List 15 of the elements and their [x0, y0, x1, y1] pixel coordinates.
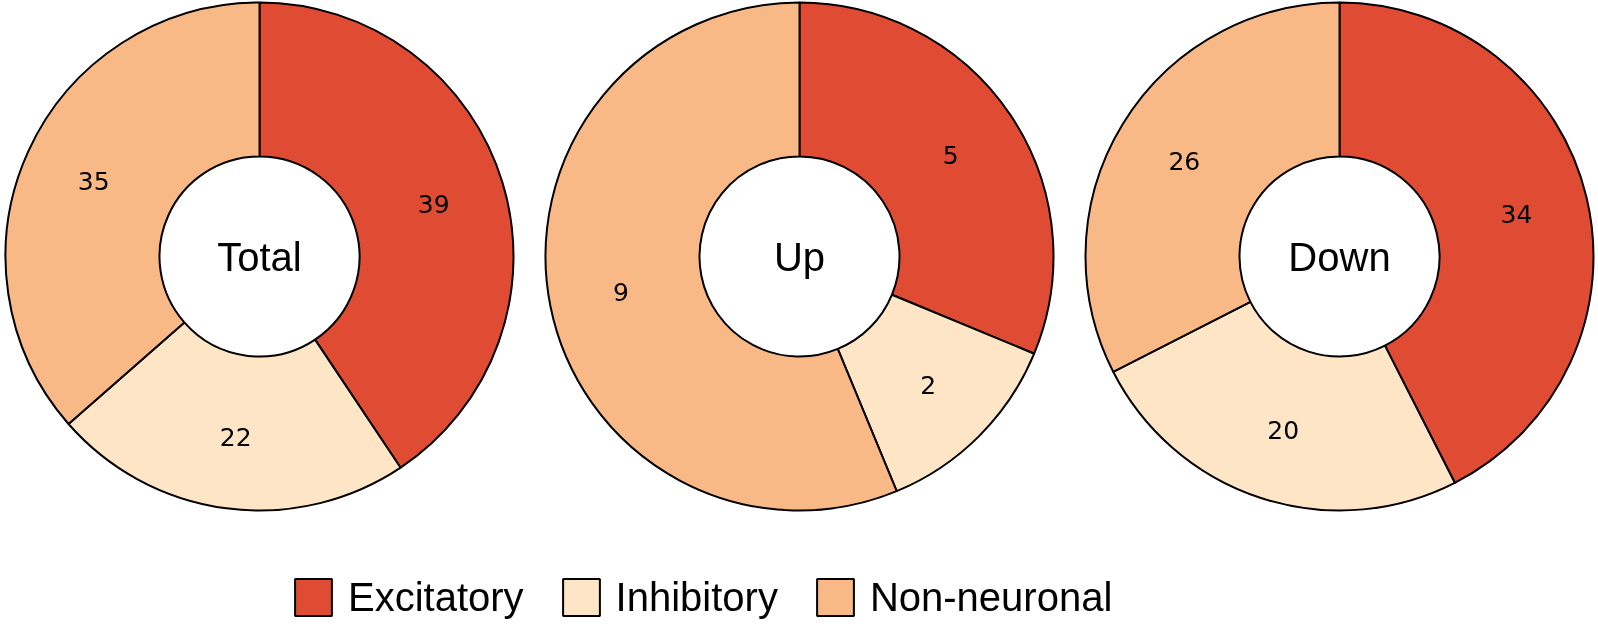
legend-label: Inhibitory — [615, 574, 778, 620]
data-label: 20 — [1267, 415, 1300, 445]
data-label: 26 — [1168, 147, 1201, 177]
data-label: 22 — [219, 422, 252, 452]
legend-label: Excitatory — [348, 574, 524, 620]
data-label: 2 — [920, 371, 937, 401]
data-label: 39 — [417, 189, 450, 219]
data-label: 5 — [942, 141, 959, 171]
data-label: 34 — [1500, 200, 1533, 230]
data-label: 9 — [613, 278, 629, 308]
text: Down — [1288, 234, 1391, 279]
data-label: 35 — [77, 167, 110, 197]
text: Up — [773, 234, 826, 279]
legend-label: Non-neuronal — [869, 574, 1113, 620]
text: Total — [217, 234, 302, 279]
